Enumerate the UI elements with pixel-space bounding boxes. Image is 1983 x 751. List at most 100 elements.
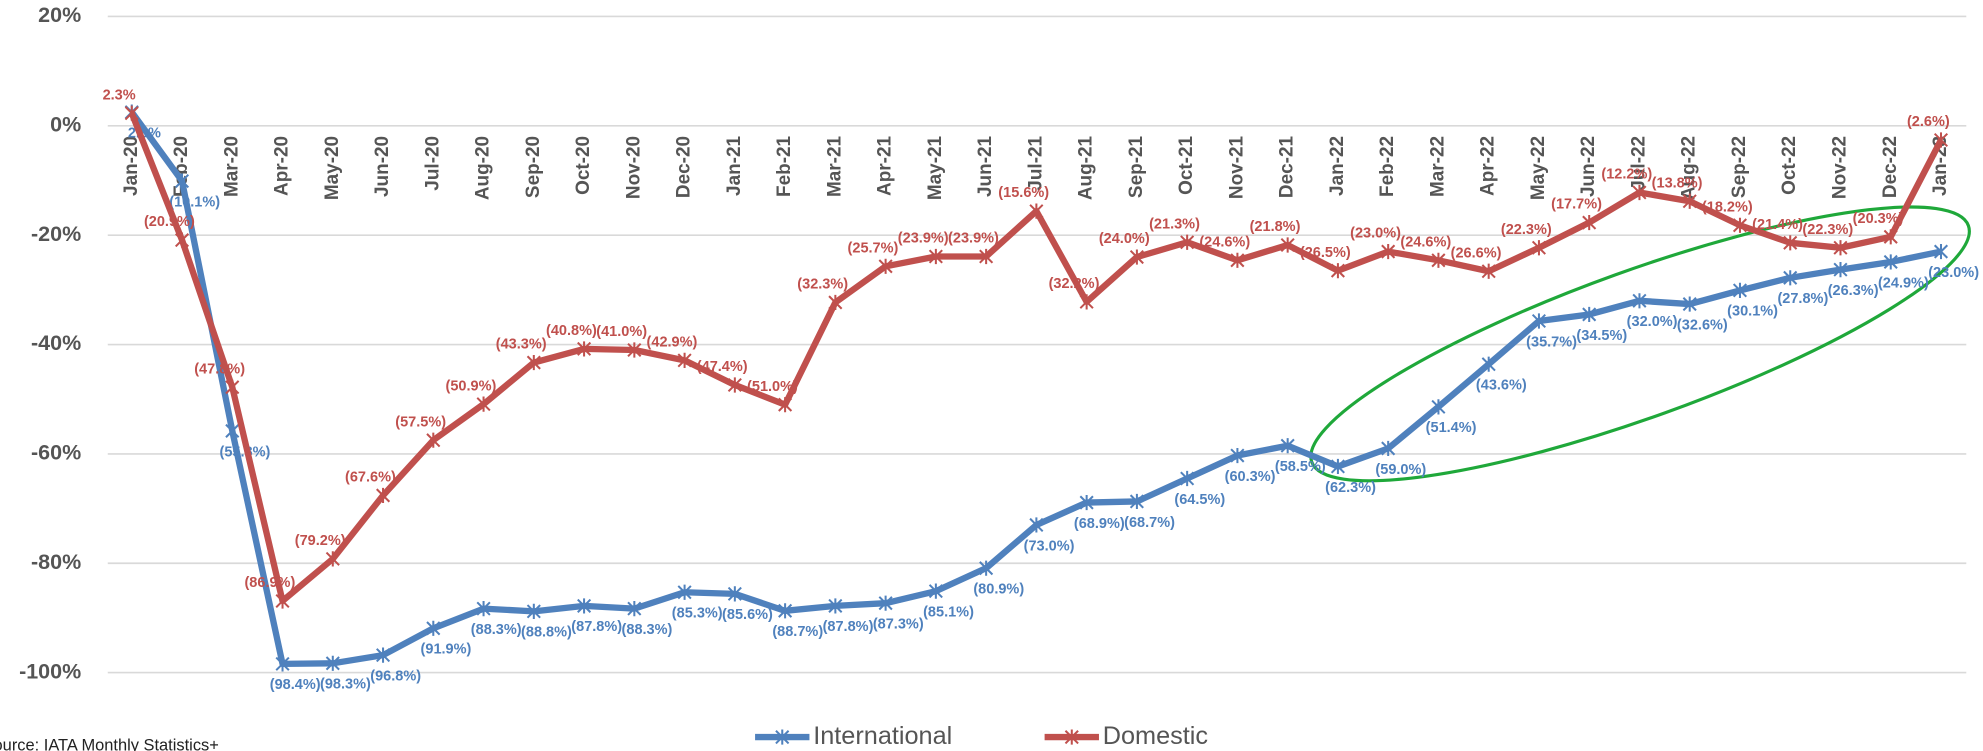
data-label: (12.2%) — [1601, 167, 1652, 183]
data-label: (88.7%) — [772, 624, 823, 640]
x-tick-label: Feb-20 — [171, 136, 192, 197]
data-label: (23.0%) — [1350, 226, 1401, 242]
point-marker — [1783, 270, 1798, 286]
data-label: 2.3% — [103, 87, 136, 103]
point-marker — [1129, 249, 1144, 265]
point-marker — [1129, 493, 1144, 510]
point-marker — [376, 647, 391, 663]
data-label: (10.1%) — [169, 194, 220, 210]
highlight-ellipse — [1309, 205, 1971, 483]
data-label: (88.3%) — [622, 622, 673, 638]
data-label: (23.9%) — [948, 231, 999, 247]
data-label: (85.1%) — [923, 604, 974, 620]
data-label: (98.3%) — [320, 677, 371, 693]
point-marker — [627, 342, 642, 358]
data-label: (60.3%) — [1225, 469, 1276, 485]
data-label: (73.0%) — [1024, 538, 1075, 554]
data-label: (47.8%) — [194, 361, 245, 377]
y-tick-label: 0% — [50, 112, 81, 136]
point-marker — [778, 397, 793, 413]
data-label: (57.5%) — [395, 414, 446, 430]
data-label: (18.2%) — [1702, 199, 1753, 215]
point-marker — [928, 583, 943, 599]
point-marker — [476, 396, 491, 412]
data-label: (25.7%) — [848, 240, 899, 256]
point-marker — [1531, 313, 1546, 329]
data-label: (30.1%) — [1727, 304, 1778, 320]
point-marker — [1330, 458, 1345, 475]
x-tick-label: Nov-21 — [1226, 135, 1247, 199]
y-tick-label: -100% — [19, 659, 81, 683]
point-marker — [627, 601, 642, 617]
data-label: (21.4%) — [1752, 217, 1803, 233]
x-tick-label: Apr-21 — [875, 135, 896, 195]
y-tick-label: -80% — [31, 550, 81, 574]
data-label: (85.3%) — [672, 606, 723, 622]
point-marker — [1280, 237, 1295, 253]
x-tick-label: Dec-21 — [1277, 135, 1298, 198]
point-marker — [878, 595, 893, 611]
point-marker — [778, 603, 793, 619]
data-label: (15.6%) — [998, 185, 1049, 201]
data-label: (22.3%) — [1802, 222, 1853, 238]
x-tick-label: Apr-22 — [1478, 136, 1499, 196]
point-marker — [225, 379, 240, 395]
x-tick-label: Jan-21 — [724, 135, 745, 196]
point-marker — [1833, 262, 1848, 278]
point-marker — [1029, 203, 1044, 219]
x-tick-label: Sep-21 — [1126, 135, 1147, 198]
data-label: (23.9%) — [898, 231, 949, 247]
data-label: (32.6%) — [1677, 317, 1728, 333]
x-tick-label: Aug-22 — [1679, 136, 1700, 200]
data-label: (96.8%) — [370, 668, 421, 684]
x-tick-label: Feb-21 — [774, 135, 795, 197]
data-label: (13.8%) — [1652, 175, 1703, 191]
source-note: Source: IATA Monthly Statistics+ — [0, 736, 219, 751]
data-label: (87.8%) — [571, 619, 622, 635]
data-label: (32.2%) — [1049, 276, 1100, 292]
data-label: (59.0%) — [1375, 462, 1426, 478]
point-marker — [476, 601, 491, 617]
x-tick-label: May-22 — [1528, 136, 1549, 200]
y-tick-label: -20% — [31, 222, 81, 246]
y-tick-label: 20% — [38, 3, 81, 27]
point-marker — [426, 620, 441, 636]
point-marker — [174, 173, 190, 189]
point-marker — [526, 603, 541, 619]
x-tick-label: Jul-20 — [422, 136, 443, 191]
point-marker — [1230, 447, 1245, 464]
x-tick-label: Sep-20 — [523, 136, 544, 198]
point-marker — [1481, 263, 1496, 279]
point-marker — [1682, 193, 1697, 209]
point-marker — [677, 352, 692, 368]
point-marker — [325, 655, 340, 671]
point-marker — [325, 551, 340, 567]
data-label: (47.4%) — [697, 359, 748, 375]
x-tick-label: Mar-22 — [1427, 136, 1448, 197]
data-label: (62.3%) — [1325, 480, 1376, 496]
legend-item: Domestic — [1044, 722, 1208, 750]
point-marker — [1180, 234, 1195, 250]
legend-label: International — [813, 722, 952, 750]
legend-marker — [775, 729, 790, 745]
x-tick-label: Feb-22 — [1377, 136, 1398, 197]
point-marker — [727, 377, 742, 393]
x-tick-label: Apr-20 — [272, 136, 293, 196]
data-label: (58.5%) — [1275, 459, 1326, 475]
point-marker — [1883, 254, 1898, 270]
point-marker — [1381, 440, 1396, 457]
data-label: (24.6%) — [1199, 234, 1250, 250]
data-label: (87.3%) — [873, 617, 924, 633]
data-label: (24.9%) — [1878, 275, 1929, 291]
x-tick-label: Jun-22 — [1578, 136, 1599, 197]
x-tick-label: Mar-21 — [824, 135, 845, 197]
data-label: (41.0%) — [596, 324, 647, 340]
point-marker — [1833, 240, 1848, 256]
data-label: (23.0%) — [1928, 265, 1979, 281]
point-marker — [1582, 306, 1597, 323]
point-marker — [1933, 243, 1949, 260]
data-label: (87.8%) — [823, 619, 874, 635]
point-marker — [1381, 243, 1396, 260]
data-label: (21.3%) — [1149, 216, 1200, 232]
